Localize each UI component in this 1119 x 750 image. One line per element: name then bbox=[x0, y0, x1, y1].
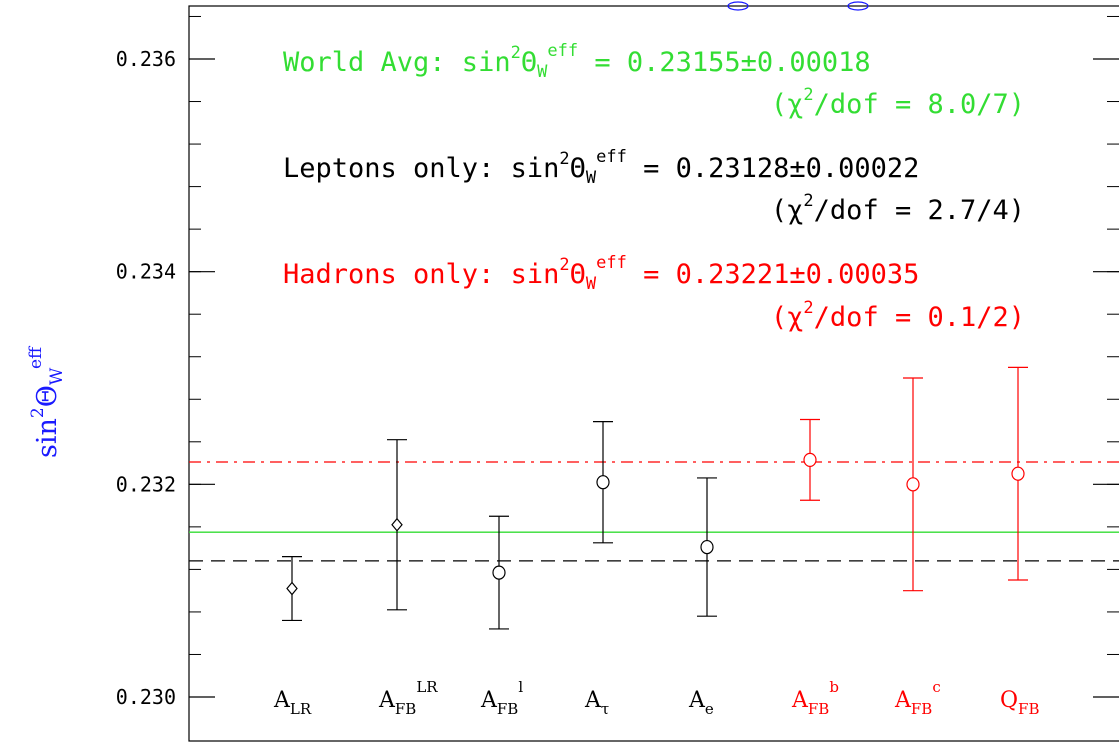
point-marker-circle bbox=[906, 477, 920, 492]
category-label: Aτ bbox=[584, 688, 609, 718]
data-point bbox=[697, 477, 717, 617]
annotation-value: World Avg: sin2ΘWeff = 0.23155±0.00018 bbox=[283, 41, 871, 82]
category-label: QFB bbox=[1000, 688, 1039, 718]
point-marker-circle bbox=[700, 539, 714, 555]
point-marker-diamond bbox=[391, 517, 403, 532]
data-point bbox=[593, 420, 613, 544]
point-marker-circle bbox=[803, 452, 817, 467]
annotation-chi2: (χ2/dof = 0.1/2) bbox=[771, 298, 1025, 333]
category-label: ALR bbox=[273, 688, 312, 718]
y-tick-label: 0.230 bbox=[116, 685, 176, 709]
category-label: AFBLR bbox=[378, 678, 438, 718]
point-marker-circle bbox=[596, 475, 610, 490]
y-tick-label: 0.234 bbox=[116, 260, 176, 284]
annotation-value: Leptons only: sin2ΘWeff = 0.23128±0.0002… bbox=[283, 147, 919, 188]
y-tick-label: 0.236 bbox=[116, 47, 176, 71]
annotation-value: Hadrons only: sin2ΘWeff = 0.23221±0.0003… bbox=[283, 253, 919, 294]
data-point bbox=[387, 439, 407, 611]
data-point bbox=[1008, 366, 1028, 581]
y-tick-label: 0.232 bbox=[116, 472, 176, 496]
data-point bbox=[903, 377, 923, 592]
top-mark-icon bbox=[727, 1, 749, 11]
category-label: AFBb bbox=[791, 678, 839, 718]
category-label: AFBc bbox=[894, 678, 941, 718]
point-marker-diamond bbox=[286, 581, 298, 596]
data-point bbox=[489, 515, 509, 630]
y-axis-label: sin2ΘWeff bbox=[26, 345, 67, 458]
data-point bbox=[282, 556, 302, 622]
top-mark-icon bbox=[847, 1, 869, 11]
point-marker-circle bbox=[492, 565, 506, 580]
annotation-chi2: (χ2/dof = 8.0/7) bbox=[771, 85, 1025, 120]
category-label: AFBl bbox=[480, 678, 523, 718]
category-label: Ae bbox=[688, 688, 714, 718]
data-point bbox=[800, 418, 820, 501]
plot-frame bbox=[188, 5, 1119, 742]
annotation-chi2: (χ2/dof = 2.7/4) bbox=[771, 191, 1025, 226]
point-marker-circle bbox=[1011, 466, 1025, 481]
